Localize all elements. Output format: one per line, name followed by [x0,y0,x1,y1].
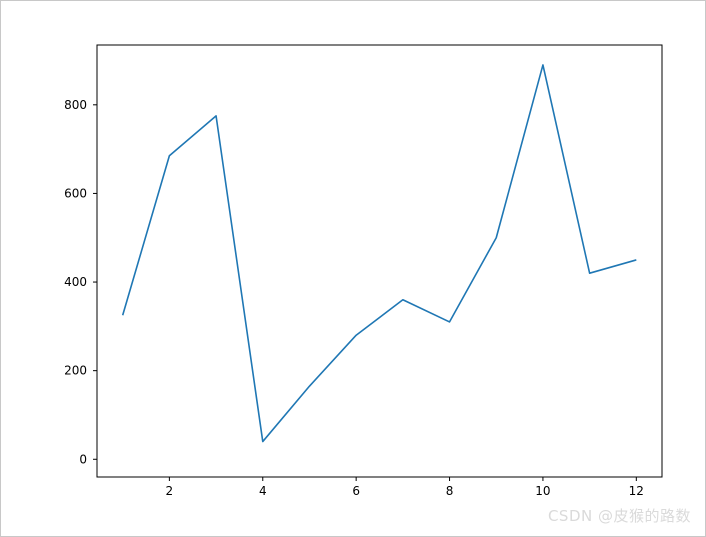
svg-text:10: 10 [535,484,550,498]
svg-text:800: 800 [64,98,87,112]
figure: 2 4 6 8 10 12 0 200 400 600 800 [7,7,699,530]
svg-text:4: 4 [259,484,267,498]
svg-text:200: 200 [64,364,87,378]
svg-text:12: 12 [629,484,644,498]
line-chart: 2 4 6 8 10 12 0 200 400 600 800 [7,7,701,532]
svg-text:2: 2 [166,484,174,498]
svg-text:8: 8 [446,484,454,498]
svg-text:0: 0 [79,452,87,466]
figure-container: 246810120200400600800 CSDN @皮猴的路数 [0,0,706,537]
svg-text:6: 6 [352,484,360,498]
svg-text:600: 600 [64,186,87,200]
svg-text:400: 400 [64,275,87,289]
